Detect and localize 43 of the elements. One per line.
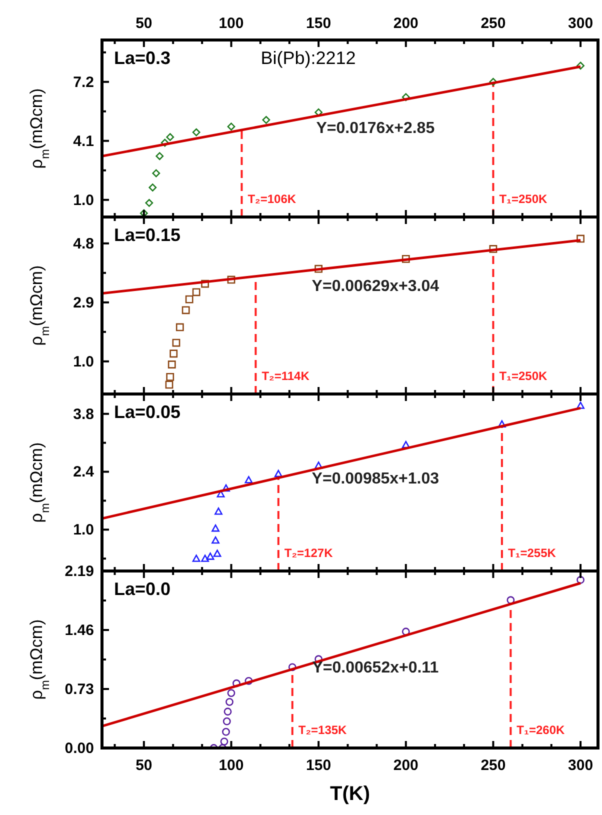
ref-line-label: T₁=250K — [499, 369, 548, 383]
x-tick-label: 300 — [568, 757, 594, 774]
y-tick-label: 1.0 — [73, 353, 94, 370]
x2-tick-label: 250 — [480, 15, 506, 32]
ref-line-label: T₁=250K — [499, 192, 548, 206]
x2-tick-label: 150 — [306, 15, 332, 32]
chart-title: La=0.15 — [114, 225, 181, 245]
y-tick-label: 4.8 — [73, 235, 94, 252]
x-axis-title: T(K) — [330, 783, 370, 805]
y-tick-label: 0.73 — [64, 681, 94, 698]
x-tick-label: 200 — [393, 757, 418, 774]
ref-line-label: T₂=135K — [298, 723, 348, 737]
y-tick-label: 1.0 — [73, 522, 94, 539]
series-label: Y=0.00652x+0.11 — [312, 659, 439, 676]
ref-line-label: T₂=127K — [284, 546, 334, 560]
y-tick-label: 1.46 — [64, 622, 94, 639]
y-tick-label: 0.00 — [64, 740, 94, 757]
series-label: Y=0.0176x+2.85 — [316, 120, 435, 137]
chart-title: La=0.05 — [114, 402, 181, 422]
x2-tick-label: 200 — [393, 15, 418, 32]
x2-tick-label: 300 — [568, 15, 594, 32]
y-tick-label: 4.1 — [73, 132, 94, 150]
y-tick-label: 7.2 — [73, 74, 94, 91]
y-tick-label: 3.8 — [73, 406, 94, 423]
ref-line-label: T₂=114K — [262, 369, 310, 383]
y-tick-label: 2.9 — [73, 294, 94, 312]
x-tick-label: 250 — [480, 757, 506, 774]
annotation: Bi(Pb):2212 — [260, 48, 356, 68]
y-tick-label: 1.0 — [73, 192, 94, 209]
y-tick-label: 2.4 — [73, 464, 95, 481]
ref-line-label: T₁=260K — [516, 723, 565, 737]
ref-line-label: T₁=255K — [508, 546, 556, 560]
x-tick-label: 100 — [218, 757, 244, 774]
x2-tick-label: 50 — [136, 15, 152, 32]
x2-tick-label: 100 — [218, 15, 244, 32]
x-tick-label: 50 — [136, 757, 152, 774]
chart-title: La=0.0 — [114, 579, 171, 599]
y-tick-label: 2.19 — [64, 563, 94, 580]
series-label: Y=0.00985x+1.03 — [312, 470, 440, 488]
ref-line-label: T₂=106K — [248, 192, 296, 206]
x-tick-label: 150 — [306, 757, 332, 774]
text: La=0.3 — [114, 48, 171, 68]
series-label: Y=0.00629x+3.04 — [312, 278, 440, 296]
